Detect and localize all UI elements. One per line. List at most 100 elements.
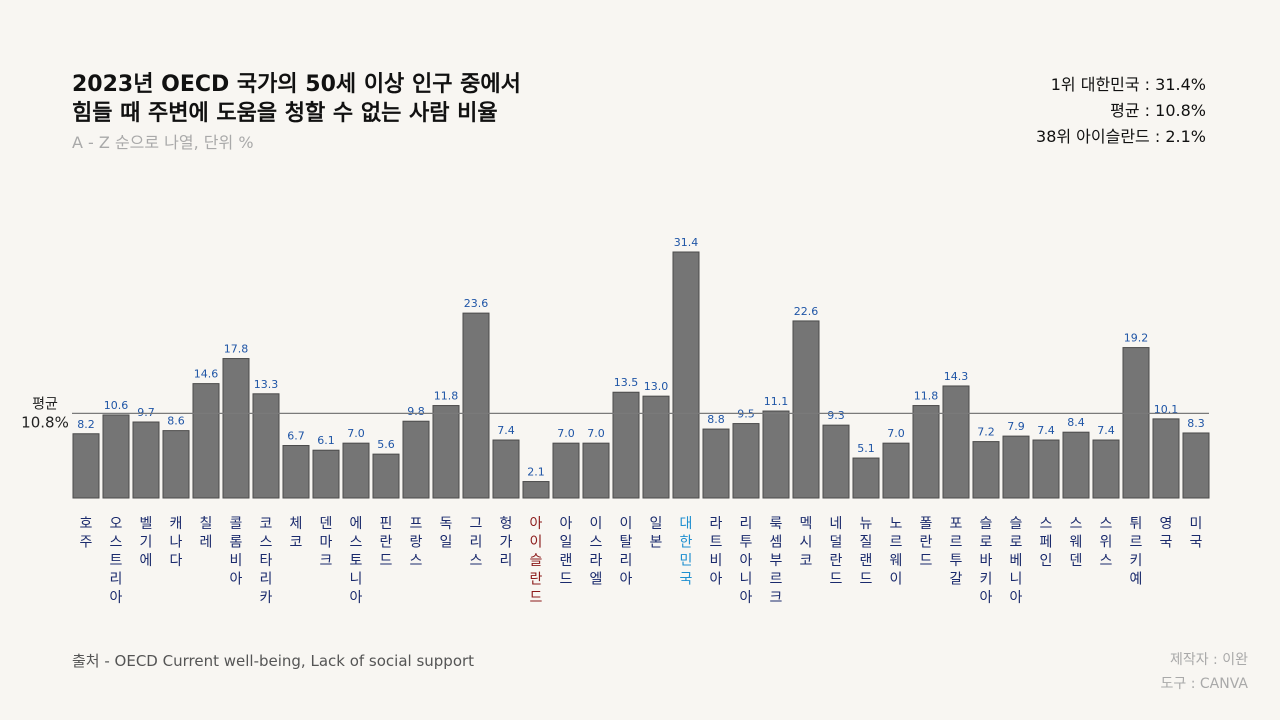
bar-29	[912, 405, 940, 499]
bar-7	[252, 393, 280, 499]
bar-23	[732, 423, 760, 499]
bar-31	[972, 441, 1000, 499]
value-label-9: 6.1	[317, 434, 335, 447]
value-label-31: 7.2	[977, 426, 995, 439]
maker-credit: 제작자 : 이완	[1169, 652, 1248, 668]
value-label-6: 17.8	[224, 343, 249, 356]
value-label-21: 31.4	[674, 236, 699, 249]
value-label-33: 7.4	[1037, 424, 1055, 437]
chart-subtitle: A - Z 순으로 나열, 단위 %	[72, 133, 254, 152]
value-label-5: 14.6	[194, 368, 219, 381]
bar-6	[222, 358, 250, 499]
bar-37	[1152, 418, 1180, 499]
value-label-24: 11.1	[764, 395, 789, 408]
bar-25	[792, 320, 820, 499]
value-label-13: 11.8	[434, 390, 459, 403]
bar-15	[492, 439, 520, 499]
value-label-27: 5.1	[857, 442, 875, 455]
bar-1	[72, 433, 100, 499]
bar-36	[1122, 347, 1150, 499]
bar-10	[342, 442, 370, 499]
value-label-1: 8.2	[77, 418, 95, 431]
bar-27	[852, 457, 880, 499]
value-label-29: 11.8	[914, 390, 939, 403]
value-label-26: 9.3	[827, 409, 845, 422]
value-label-11: 5.6	[377, 438, 395, 451]
bar-21	[672, 251, 700, 499]
bar-3	[132, 421, 160, 499]
bar-24	[762, 410, 790, 499]
bar-30	[942, 385, 970, 499]
value-label-22: 8.8	[707, 413, 725, 426]
value-label-32: 7.9	[1007, 420, 1025, 433]
bar-38	[1182, 432, 1210, 499]
bar-13	[432, 405, 460, 499]
value-label-3: 9.7	[137, 406, 155, 419]
title-line-1: 2023년 OECD 국가의 50세 이상 인구 중에서	[72, 72, 521, 97]
value-label-20: 13.0	[644, 380, 669, 393]
value-label-14: 23.6	[464, 297, 489, 310]
bar-12	[402, 420, 430, 499]
bar-14	[462, 312, 490, 499]
value-label-2: 10.6	[104, 399, 129, 412]
average-label-value: 10.8%	[21, 413, 69, 431]
value-label-4: 8.6	[167, 415, 185, 428]
bar-22	[702, 428, 730, 499]
bar-5	[192, 383, 220, 499]
value-label-16: 2.1	[527, 466, 545, 479]
stat-top: 1위 대한민국 : 31.4%	[1050, 75, 1206, 94]
bar-20	[642, 395, 670, 499]
value-label-34: 8.4	[1067, 416, 1085, 429]
bar-2	[102, 414, 130, 499]
bar-18	[582, 442, 610, 499]
value-label-19: 13.5	[614, 376, 639, 389]
bar-28	[882, 442, 910, 499]
credits: 제작자 : 이완 도구 : CANVA	[1161, 648, 1248, 696]
stat-bottom: 38위 아이슬란드 : 2.1%	[1036, 127, 1206, 146]
stat-average: 평균 : 10.8%	[1110, 101, 1206, 120]
bar-17	[552, 442, 580, 499]
value-label-36: 19.2	[1124, 332, 1149, 345]
value-label-25: 22.6	[794, 305, 819, 318]
tool-credit: 도구 : CANVA	[1160, 676, 1248, 692]
bar-4	[162, 430, 190, 499]
bar-9	[312, 449, 340, 499]
value-label-38: 8.3	[1187, 417, 1205, 430]
bar-33	[1032, 439, 1060, 499]
value-label-7: 13.3	[254, 378, 279, 391]
chart-title: 2023년 OECD 국가의 50세 이상 인구 중에서 힘들 때 주변에 도움…	[72, 70, 521, 128]
value-label-12: 9.8	[407, 405, 425, 418]
value-label-37: 10.1	[1154, 403, 1179, 416]
